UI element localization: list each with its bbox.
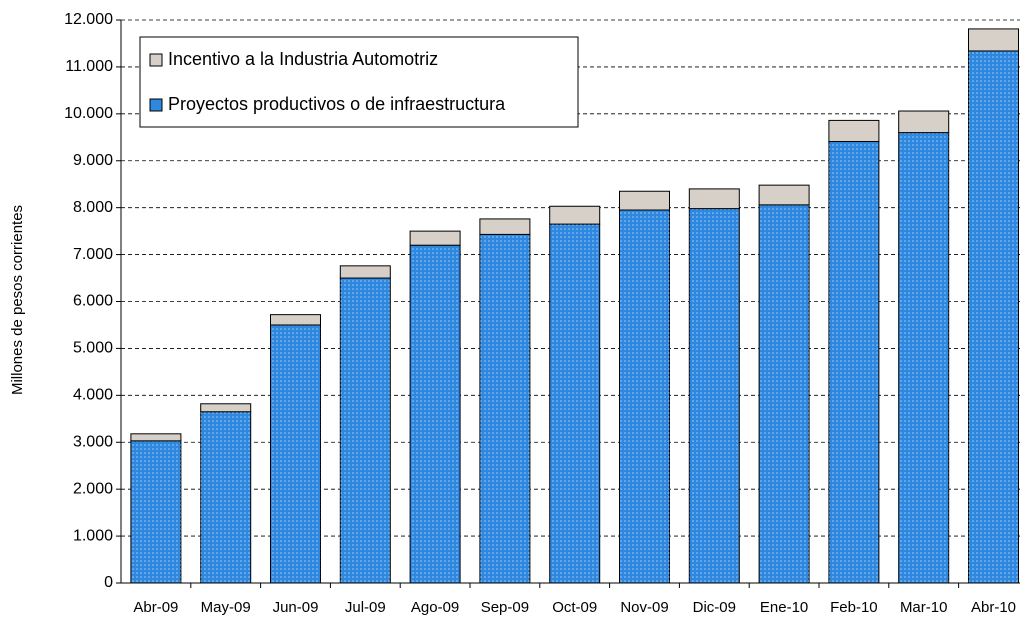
bar-segment [200, 403, 252, 413]
y-tick-label: 8.000 [73, 199, 113, 216]
y-tick-label: 5.000 [73, 340, 113, 357]
bar-segment [688, 188, 740, 210]
legend-label: Proyectos productivos o de infraestructu… [168, 94, 506, 114]
bar-texture [479, 234, 530, 583]
y-tick-label: 2.000 [73, 480, 113, 497]
bar-texture [200, 411, 251, 583]
x-tick-label: Nov-09 [620, 599, 668, 616]
x-tick-label: Sep-09 [481, 599, 529, 616]
x-tick-label: Dic-09 [693, 599, 736, 616]
bar-segment [479, 218, 531, 235]
x-tick-label: Oct-09 [552, 599, 597, 616]
y-tick-label: 9.000 [73, 152, 113, 169]
bar-texture [968, 50, 1019, 583]
y-tick-label: 3.000 [73, 433, 113, 450]
y-tick-label: 0 [104, 574, 113, 591]
x-tick-label: Ago-09 [411, 599, 459, 616]
bar-texture [759, 204, 810, 583]
x-tick-label: Abr-09 [133, 599, 178, 616]
legend-box [139, 36, 579, 128]
y-tick-label: 6.000 [73, 293, 113, 310]
bar-segment [339, 265, 391, 279]
y-tick-label: 1.000 [73, 527, 113, 544]
bar-segment [409, 230, 461, 246]
y-tick-label: 4.000 [73, 387, 113, 404]
bar-texture [270, 324, 321, 583]
bar-texture [898, 132, 949, 583]
y-tick-label: 12.000 [64, 11, 113, 28]
legend-swatch [149, 98, 163, 112]
x-tick-label: Ene-10 [760, 599, 808, 616]
bar-segment [758, 184, 810, 206]
bar-segment [968, 28, 1019, 52]
bar-texture [410, 245, 461, 583]
y-tick-label: 7.000 [73, 246, 113, 263]
bar-texture [130, 440, 181, 583]
x-tick-label: Abr-10 [971, 599, 1016, 616]
legend-swatch [149, 53, 163, 67]
y-tick-label: 11.000 [65, 58, 113, 75]
bar-texture [619, 210, 670, 583]
bar-segment [898, 110, 950, 134]
x-tick-label: Mar-10 [900, 599, 948, 616]
x-tick-label: May-09 [201, 599, 251, 616]
bar-segment [828, 119, 880, 143]
bar-segment [619, 190, 670, 211]
x-tick-label: Jun-09 [273, 599, 319, 616]
y-tick-label: 10.000 [64, 105, 113, 122]
bar-texture [549, 224, 600, 583]
y-axis-label: Millones de pesos corrientes [9, 205, 26, 395]
bar-segment [549, 205, 601, 225]
bar-texture [828, 141, 879, 583]
bar-segment [270, 314, 321, 326]
x-tick-label: Jul-09 [345, 599, 386, 616]
bar-segment [130, 433, 182, 442]
x-tick-label: Feb-10 [830, 599, 878, 616]
legend-label: Incentivo a la Industria Automotriz [168, 49, 438, 69]
bar-texture [340, 278, 391, 583]
bar-texture [689, 208, 740, 584]
